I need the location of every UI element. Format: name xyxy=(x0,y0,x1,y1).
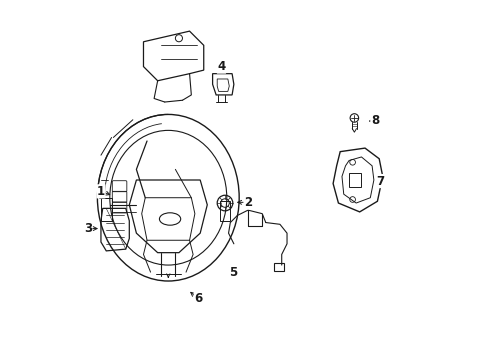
Text: 2: 2 xyxy=(244,196,252,209)
Text: 4: 4 xyxy=(217,60,225,73)
Text: 6: 6 xyxy=(194,292,202,305)
Text: 5: 5 xyxy=(228,266,237,279)
Text: 3: 3 xyxy=(83,222,92,235)
Text: 1: 1 xyxy=(97,185,105,198)
Text: 7: 7 xyxy=(375,175,383,188)
Text: 8: 8 xyxy=(370,114,378,127)
